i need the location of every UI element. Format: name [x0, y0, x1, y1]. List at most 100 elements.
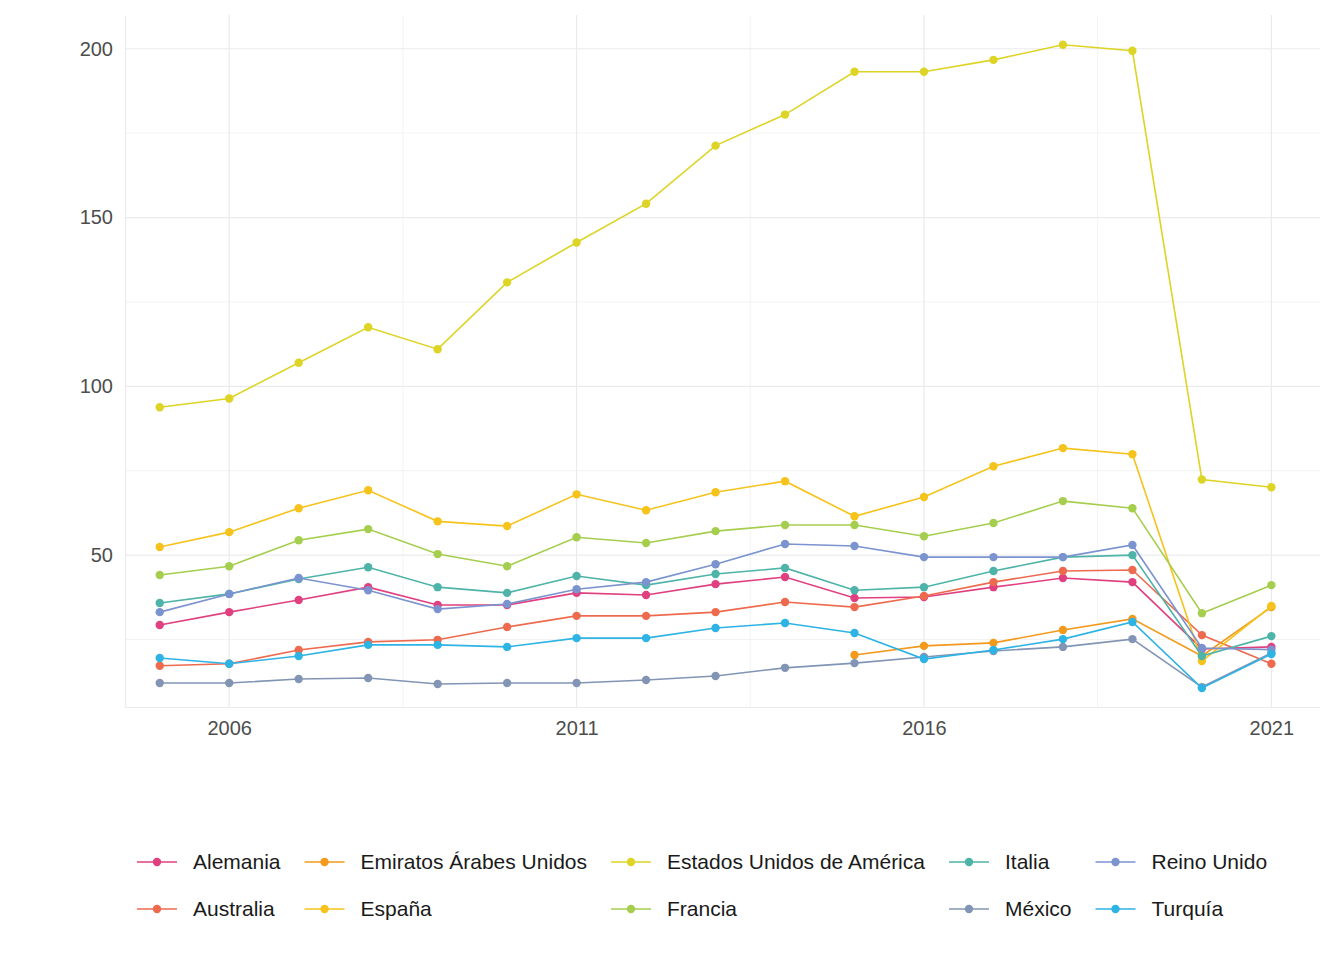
- point: [711, 488, 719, 496]
- series-line: [160, 622, 1272, 688]
- minor-grid-line: [125, 639, 1320, 640]
- legend-label: Italia: [1005, 850, 1050, 873]
- legend-label: Estados Unidos de América: [667, 850, 925, 873]
- point: [364, 486, 372, 494]
- point: [920, 642, 928, 650]
- tick: 100: [80, 375, 125, 397]
- point: [1198, 475, 1206, 483]
- minor-grid-line: [1097, 15, 1098, 707]
- point: [225, 660, 233, 668]
- legend-label: Francia: [667, 897, 737, 920]
- legend-label: Australia: [193, 897, 275, 920]
- point: [156, 621, 164, 629]
- series-line: [160, 555, 1272, 656]
- point: [1128, 566, 1136, 574]
- legend-label: Alemania: [193, 850, 281, 873]
- legend-key-point: [153, 858, 161, 866]
- minor-grid-line: [125, 301, 1320, 302]
- point: [225, 608, 233, 616]
- tick: 2006: [207, 707, 252, 739]
- grid-line: [125, 554, 1320, 555]
- point: [1198, 652, 1206, 660]
- point: [225, 394, 233, 402]
- point: [433, 605, 441, 613]
- point: [1128, 635, 1136, 643]
- series: [156, 635, 1276, 691]
- point: [711, 580, 719, 588]
- point: [225, 660, 233, 668]
- tick: 2011: [556, 707, 599, 739]
- legend-label: España: [361, 897, 433, 920]
- legend-item: Francia: [611, 897, 737, 920]
- point: [294, 596, 302, 604]
- point: [711, 672, 719, 680]
- legend-item: España: [305, 897, 433, 920]
- series-line: [160, 501, 1272, 613]
- point: [1128, 450, 1136, 458]
- point: [503, 600, 511, 608]
- point: [156, 543, 164, 551]
- legend-key-point: [1111, 858, 1119, 866]
- point: [850, 512, 858, 520]
- point: [1128, 504, 1136, 512]
- point: [642, 612, 650, 620]
- point: [433, 550, 441, 558]
- legend: Alemania Australia Emiratos Árabes Unidos E…: [137, 850, 1267, 920]
- point: [1128, 618, 1136, 626]
- minor-grid-line: [750, 15, 751, 707]
- point: [572, 533, 580, 541]
- point: [1059, 626, 1067, 634]
- point: [642, 539, 650, 547]
- tick: 150: [80, 206, 125, 228]
- grid-line: [125, 386, 1320, 387]
- point: [433, 517, 441, 525]
- tick: 50: [91, 544, 125, 566]
- point: [294, 536, 302, 544]
- point: [1059, 635, 1067, 643]
- legend-label: Turquía: [1152, 897, 1224, 920]
- point: [642, 578, 650, 586]
- point: [920, 493, 928, 501]
- point: [503, 562, 511, 570]
- grid-line: [229, 15, 230, 707]
- tick-label: 200: [80, 38, 113, 60]
- point: [850, 68, 858, 76]
- legend-label: Emiratos Árabes Unidos: [361, 850, 587, 873]
- point: [850, 629, 858, 637]
- legend-key-point: [965, 905, 973, 913]
- point: [711, 560, 719, 568]
- legend-key-point: [627, 905, 635, 913]
- series-line: [160, 639, 1272, 687]
- point: [1267, 602, 1275, 610]
- point: [1128, 551, 1136, 559]
- tick-label: 2011: [556, 717, 599, 739]
- point: [989, 553, 997, 561]
- point: [1128, 47, 1136, 55]
- point: [503, 679, 511, 687]
- point: [642, 199, 650, 207]
- point: [503, 623, 511, 631]
- point: [433, 641, 441, 649]
- point: [920, 532, 928, 540]
- series: [156, 444, 1276, 665]
- point: [711, 141, 719, 149]
- point: [1267, 650, 1275, 658]
- point: [156, 679, 164, 687]
- point: [1059, 553, 1067, 561]
- tick: 2016: [902, 707, 947, 739]
- point: [156, 662, 164, 670]
- point: [225, 679, 233, 687]
- legend-item: Turquía: [1096, 897, 1224, 920]
- point: [989, 56, 997, 64]
- point: [572, 634, 580, 642]
- point: [711, 527, 719, 535]
- point: [156, 599, 164, 607]
- axis-line: [125, 16, 126, 708]
- point: [1198, 684, 1206, 692]
- point: [294, 574, 302, 582]
- legend-item: Australia: [137, 897, 275, 920]
- legend-key-point: [153, 905, 161, 913]
- point: [781, 521, 789, 529]
- legend-item: Emiratos Árabes Unidos: [305, 850, 587, 873]
- point: [503, 278, 511, 286]
